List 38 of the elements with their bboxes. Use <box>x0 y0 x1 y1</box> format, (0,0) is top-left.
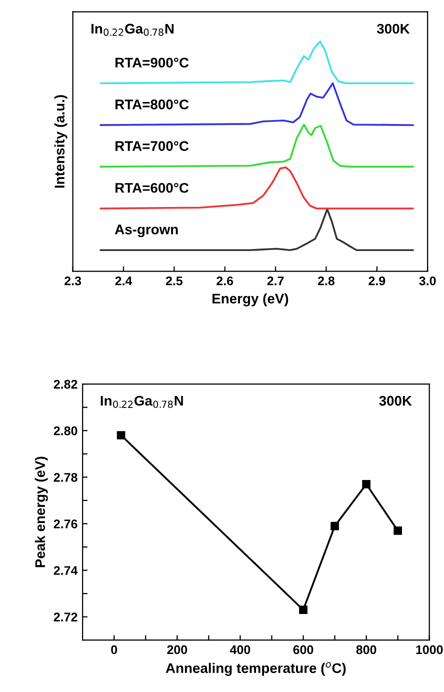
x-tick-label: 1000 <box>416 645 443 654</box>
y-tick-label: 2.76 <box>54 520 78 528</box>
x-tick-label: 2.5 <box>166 276 183 286</box>
x-tick-label: 2.8 <box>318 276 335 286</box>
x-tick-label: 800 <box>356 645 376 654</box>
x-tick-label: 2.9 <box>368 276 386 286</box>
series-label: As-grown <box>114 224 178 238</box>
x-tick-label: 600 <box>293 645 314 654</box>
text: In$_{0.22}$Ga$_{0.78}$N <box>91 24 174 36</box>
x-tick-label: 3.0 <box>419 276 436 286</box>
point <box>299 606 308 614</box>
point <box>394 526 402 535</box>
series-label: RTA=800°C <box>116 100 189 110</box>
point <box>116 431 126 440</box>
y-tick-label: 2.74 <box>54 566 78 575</box>
x-tick-label: 400 <box>230 645 250 654</box>
x-axis-title: Annealing temperature ($^{o}$C) <box>166 662 346 676</box>
point <box>330 522 339 530</box>
series-label: RTA=700°C <box>116 141 189 151</box>
series-label: RTA=900°C <box>116 58 189 68</box>
annotation: In$_{0.22}$Ga$_{0.78}$N <box>100 396 183 408</box>
x-tick-label: 2.7 <box>267 276 284 286</box>
x-tick-label: 2.3 <box>64 276 82 286</box>
y-tick-label: 2.82 <box>54 380 78 389</box>
annotation: 300K <box>379 396 412 406</box>
x-tick-label: 2.6 <box>216 276 234 286</box>
text: 300K <box>376 24 410 34</box>
y-tick-label: 2.80 <box>54 426 78 436</box>
y-tick-label: 2.72 <box>54 612 78 622</box>
y-axis-title: Peak energy (eV) <box>34 456 48 568</box>
series-label: RTA=600°C <box>116 182 189 193</box>
point <box>362 480 370 488</box>
y-axis-title: Intensity (a.u.) <box>54 95 68 188</box>
x-tick-label: 2.4 <box>115 276 132 286</box>
x-axis-title: Energy (eV) <box>212 293 288 306</box>
y-tick-label: 2.78 <box>54 472 78 482</box>
x-tick-label: 200 <box>167 645 188 654</box>
x-tick-label: 0 <box>111 645 118 654</box>
